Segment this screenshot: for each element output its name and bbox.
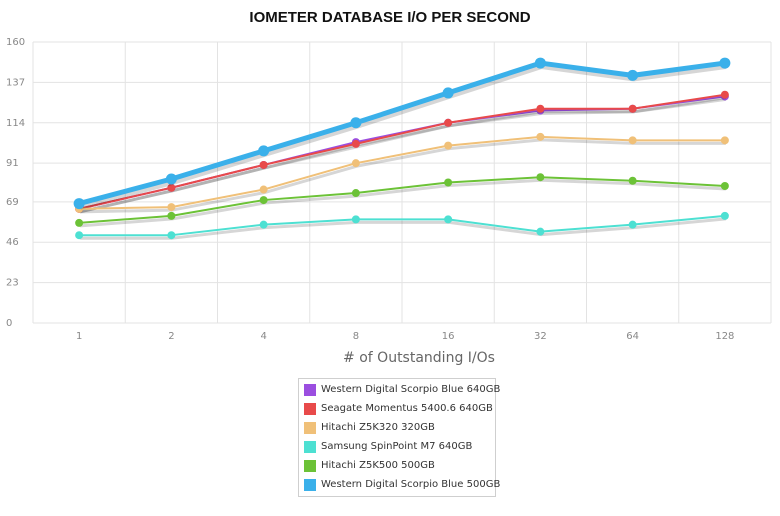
data-point <box>444 178 453 187</box>
legend-item[interactable]: Seagate Momentus 5400.6 640GB <box>299 399 495 418</box>
data-point <box>351 215 360 224</box>
y-tick-label: 46 <box>6 237 19 248</box>
legend-label: Western Digital Scorpio Blue 500GB <box>321 479 501 490</box>
data-point <box>259 185 268 194</box>
y-tick-label: 91 <box>6 158 19 169</box>
series-line-shadow <box>79 63 727 210</box>
legend-swatch <box>304 421 316 434</box>
data-point <box>444 215 453 224</box>
series-line <box>78 93 726 210</box>
legend-label: Hitachi Z5K320 320GB <box>321 422 435 433</box>
data-point <box>720 182 729 191</box>
series-group <box>75 173 729 228</box>
series-line-shadow <box>79 96 727 214</box>
data-point <box>259 220 268 229</box>
data-point <box>258 145 270 157</box>
x-tick-label: 128 <box>715 331 734 342</box>
data-point <box>628 220 637 229</box>
data-point <box>442 87 454 99</box>
data-point <box>350 117 362 129</box>
series-line-shadow <box>80 138 726 214</box>
series-group <box>75 90 729 214</box>
data-point <box>628 176 637 185</box>
data-point <box>167 203 176 212</box>
plot-area: 0 23 46 69 91 114 137 160 1 2 4 8 16 32 64 128 # of Out… <box>6 37 772 366</box>
data-point <box>73 198 85 210</box>
x-axis-label: # of Outstanding I/Os <box>343 350 495 366</box>
series-line <box>79 135 725 210</box>
y-tick-label: 137 <box>6 77 25 88</box>
legend-item[interactable]: Western Digital Scorpio Blue 500GB <box>299 475 500 494</box>
data-point <box>165 173 177 185</box>
x-tick-label: 16 <box>442 331 455 342</box>
data-point <box>627 69 639 81</box>
data-point <box>259 160 268 169</box>
data-point <box>351 189 360 198</box>
legend-swatch <box>304 402 316 415</box>
data-point <box>259 196 268 205</box>
y-tick-label: 69 <box>6 197 19 208</box>
data-point <box>536 132 545 141</box>
series-line <box>79 214 725 237</box>
legend: Western Digital Scorpio Blue 640GB Seagat… <box>298 378 500 497</box>
data-point <box>720 211 729 220</box>
data-point <box>444 118 453 127</box>
series-line <box>78 60 726 206</box>
data-point <box>720 136 729 145</box>
data-point <box>75 218 84 227</box>
data-point <box>720 90 729 99</box>
y-tick-label: 160 <box>6 37 25 48</box>
y-tick-label: 114 <box>6 118 25 129</box>
series-line-shadow <box>79 97 727 214</box>
data-point <box>444 141 453 150</box>
legend-item[interactable]: Samsung SpinPoint M7 640GB <box>299 437 495 456</box>
data-point <box>536 104 545 113</box>
data-point <box>628 136 637 145</box>
x-tick-label: 8 <box>353 331 359 342</box>
legend-swatch <box>304 383 316 396</box>
legend-item[interactable]: Hitachi Z5K500 500GB <box>299 456 495 475</box>
x-tick-label: 64 <box>626 331 639 342</box>
y-tick-label: 0 <box>6 318 12 329</box>
data-point <box>167 183 176 192</box>
legend-label: Seagate Momentus 5400.6 640GB <box>321 403 493 414</box>
chart-title: IOMETER DATABASE I/O PER SECOND <box>249 9 531 26</box>
legend-label: Hitachi Z5K500 500GB <box>321 460 435 471</box>
legend-swatch <box>304 478 316 491</box>
legend-item[interactable]: Hitachi Z5K320 320GB <box>299 418 495 437</box>
data-point <box>719 57 731 69</box>
x-tick-label: 4 <box>260 331 266 342</box>
legend-item[interactable]: Western Digital Scorpio Blue 640GB <box>299 380 500 399</box>
y-tick-label: 23 <box>6 278 19 289</box>
legend-swatch <box>304 440 316 453</box>
data-point <box>351 139 360 148</box>
series-line-shadow <box>80 178 726 228</box>
x-tick-label: 2 <box>168 331 174 342</box>
x-tick-label: 32 <box>534 331 547 342</box>
legend-label: Samsung SpinPoint M7 640GB <box>321 441 473 452</box>
x-tick-label: 1 <box>76 331 82 342</box>
data-point <box>167 211 176 220</box>
data-point <box>628 104 637 113</box>
series-line-shadow <box>80 217 727 240</box>
series-line <box>79 176 725 224</box>
series-group <box>75 132 729 214</box>
data-point <box>75 231 84 240</box>
series-group <box>75 211 729 240</box>
data-point <box>534 57 546 69</box>
data-point <box>351 159 360 168</box>
legend-label: Western Digital Scorpio Blue 640GB <box>321 384 501 395</box>
data-point <box>536 173 545 182</box>
series-group <box>73 57 731 210</box>
data-point <box>536 227 545 236</box>
data-point <box>167 231 176 240</box>
legend-swatch <box>304 459 316 472</box>
